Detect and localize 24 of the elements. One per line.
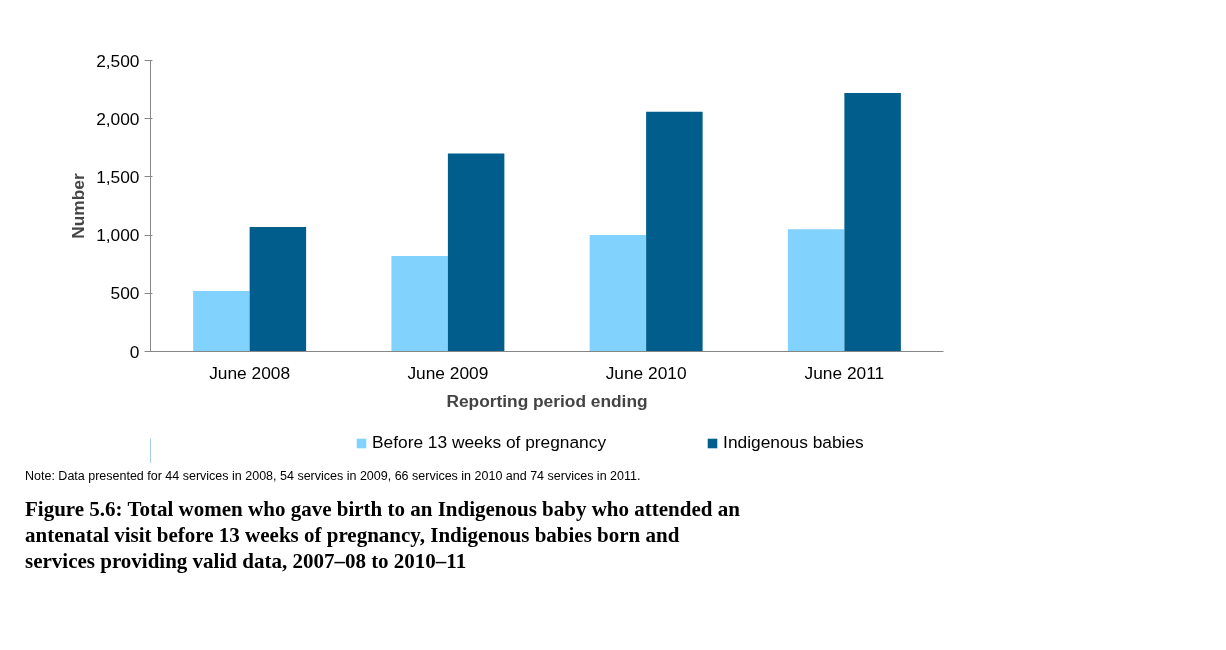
y-axis-title: Number xyxy=(68,173,89,239)
bar xyxy=(391,256,448,352)
y-tick-label: 500 xyxy=(110,283,140,304)
x-tick-label: June 2009 xyxy=(407,362,489,383)
y-tick-label: 1,000 xyxy=(96,225,140,246)
x-tick-label: June 2011 xyxy=(804,362,885,383)
bar xyxy=(589,235,647,352)
text: Note: Data presented for 44 services in 2008, 54 services in 2009, 66 services in 2010 and 74 services in 2011. xyxy=(25,468,641,485)
y-tick-label: 1,500 xyxy=(96,166,140,187)
bar xyxy=(249,226,307,352)
bar xyxy=(844,93,901,352)
legend-label: Indigenous babies xyxy=(723,432,864,453)
x-axis-title: Reporting period ending xyxy=(446,390,648,411)
x-tick-label: June 2010 xyxy=(605,362,687,383)
y-tick-label: 2,000 xyxy=(96,108,140,129)
bar xyxy=(787,229,845,352)
bar xyxy=(193,290,250,352)
y-tick-label: 2,500 xyxy=(96,50,140,71)
bar xyxy=(447,153,505,352)
bar xyxy=(646,111,703,352)
text: Figure 5.6: Total women who gave birth to an Indigenous baby who attended an antenatal visit before 13 weeks of pregnancy, Indigenous babies born and services providing valid data, 2007–08 to 2010–11 xyxy=(25,495,741,575)
x-tick-label: June 2008 xyxy=(209,362,291,383)
y-tick-label: 0 xyxy=(129,341,140,362)
legend-label: Before 13 weeks of pregnancy xyxy=(372,432,607,453)
